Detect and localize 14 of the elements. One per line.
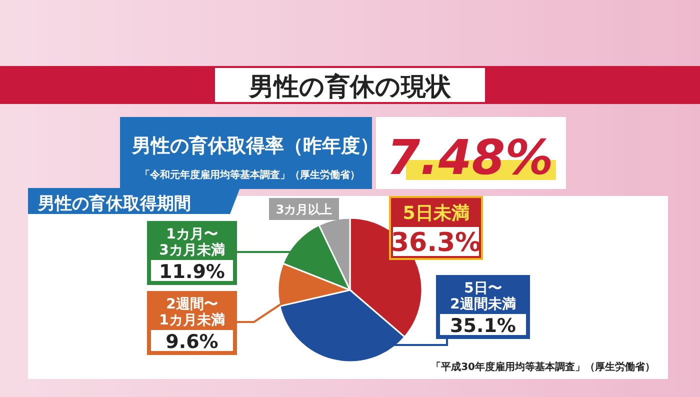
slice-label: 1カ月〜 3カ月未満 (159, 226, 225, 258)
text: 男性の育休の現状 (248, 72, 452, 101)
text: 男性の育休取得率（昨年度） (131, 135, 379, 157)
data-label: 11.9% (159, 261, 225, 283)
text: 「平成30年度雇用均等基本調査」（厚生労働省） (431, 361, 655, 373)
data-label: 9.6% (166, 331, 218, 353)
slice-label: 3カ月以上 (276, 202, 332, 217)
slice-label: 5日未満 (402, 202, 470, 224)
data-label: 35.1% (450, 315, 516, 337)
slice-label: 5日〜 2週間未満 (450, 280, 516, 312)
chart-title: 男性の育休取得期間 (37, 193, 191, 214)
data-label: 36.3% (390, 228, 482, 258)
slice-label: 2週間〜 1カ月未満 (159, 296, 225, 328)
text: 「令和元年度雇用均等基本調査」（厚生労働省） (140, 169, 360, 181)
